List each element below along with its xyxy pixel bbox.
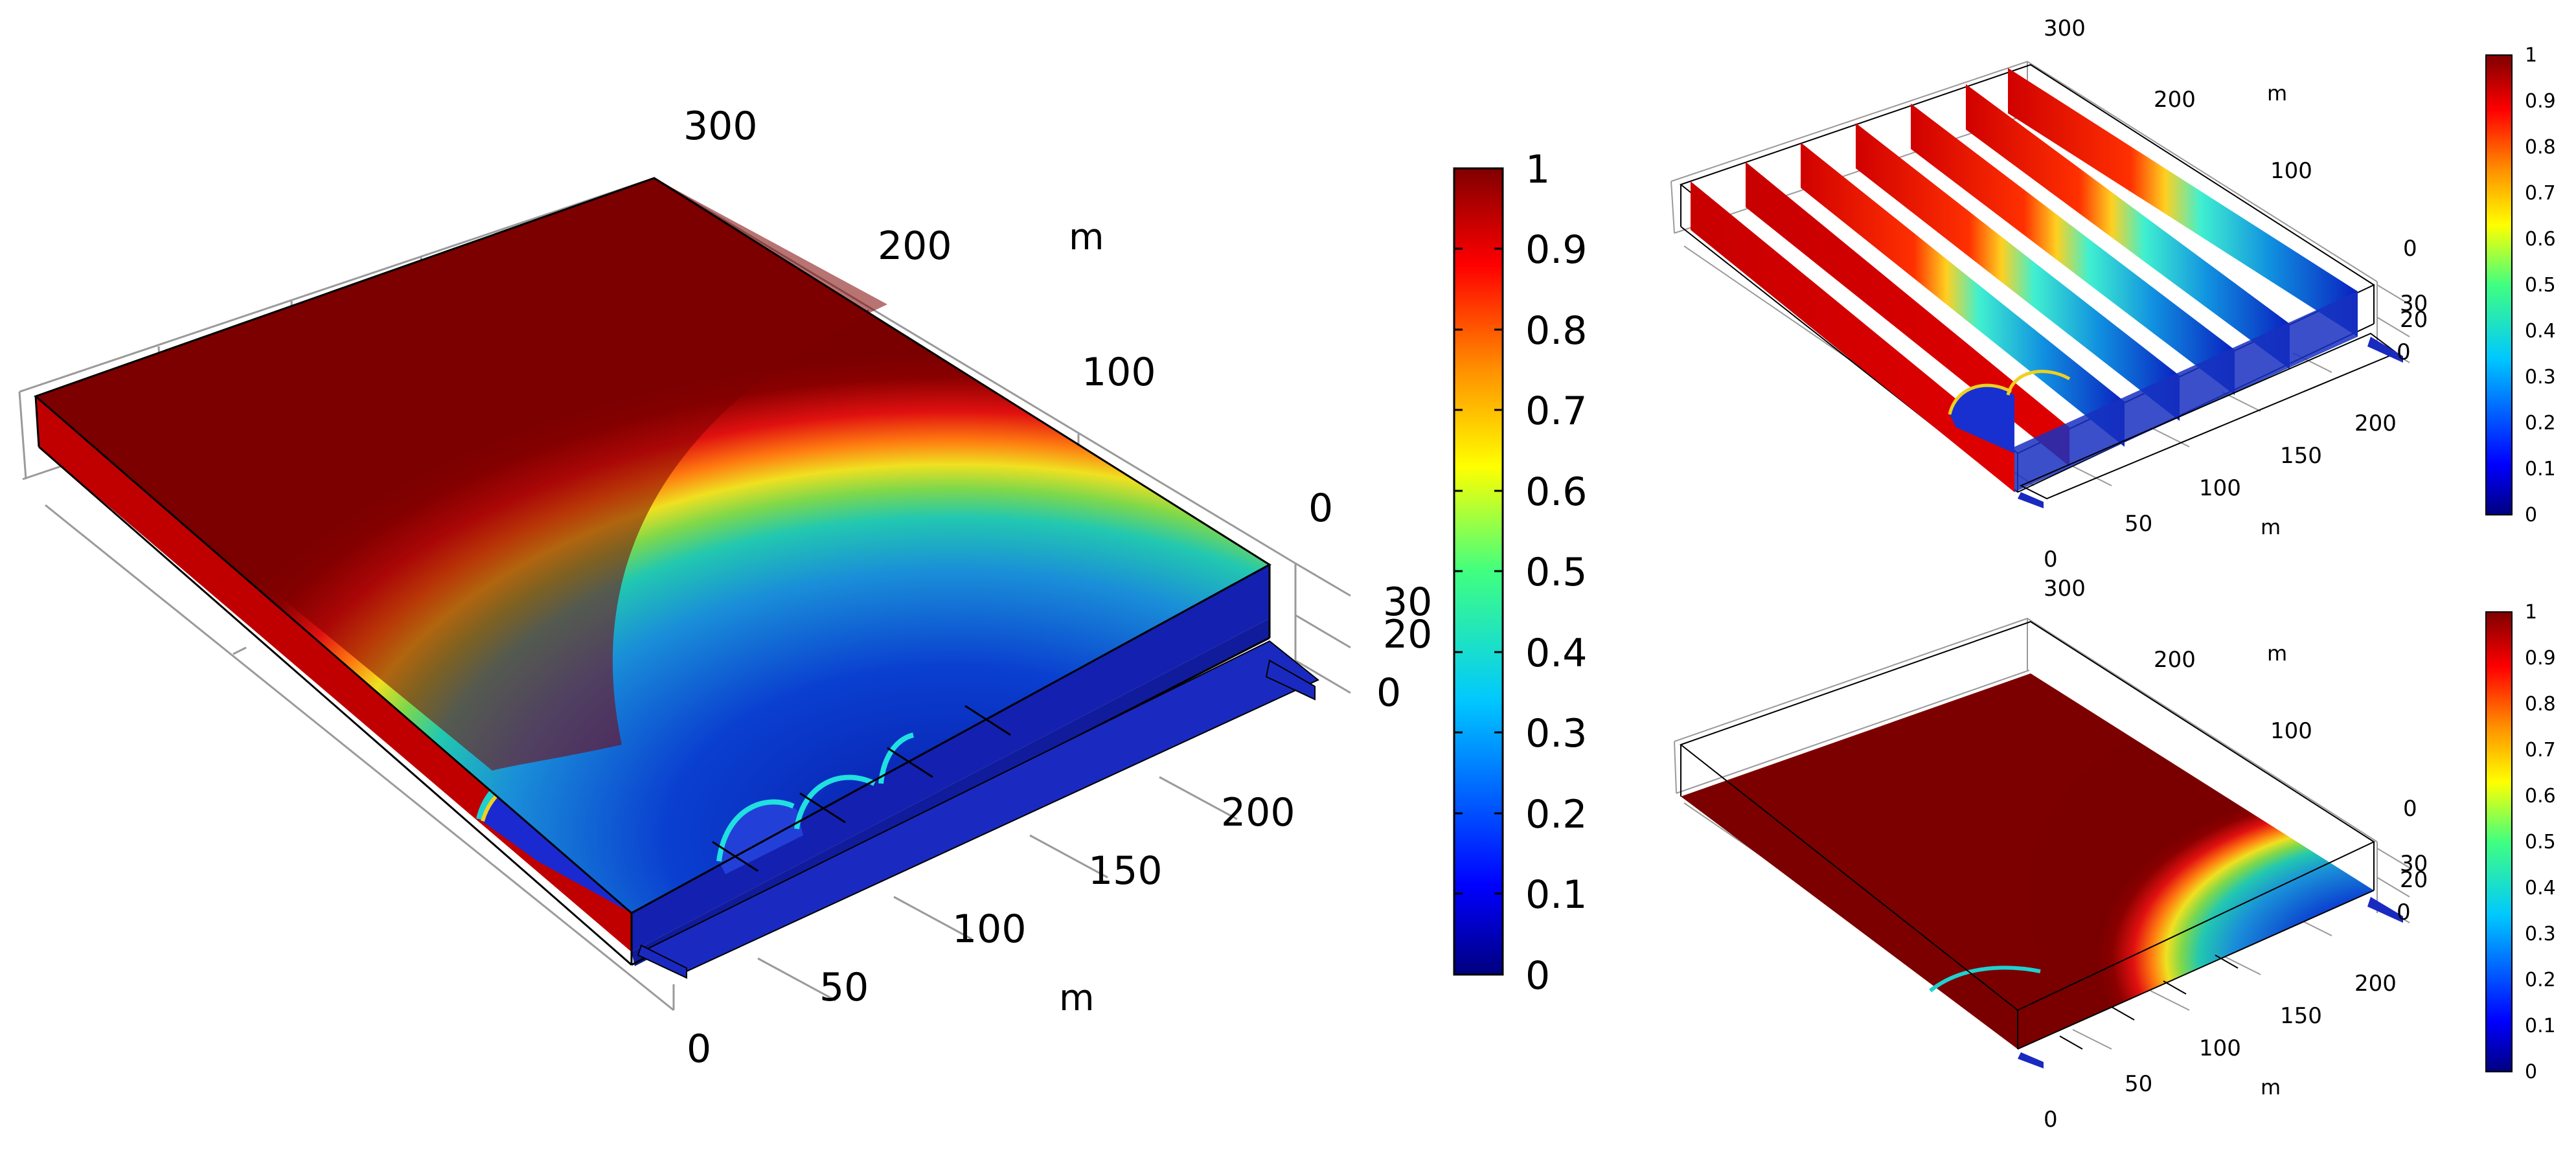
- main-unit-y: m: [1069, 216, 1104, 258]
- top-right-slices: [1691, 68, 2358, 492]
- br-cbar-label-0.6: 0.6: [2525, 785, 2556, 808]
- main-tick-x-200: 200: [1221, 790, 1295, 835]
- tr-tick-x-50: 50: [2125, 511, 2152, 537]
- main-tick-z-0: 0: [1376, 670, 1401, 716]
- br-cbar-label-0.8: 0.8: [2525, 693, 2556, 716]
- br-cbar-label-0.5: 0.5: [2525, 831, 2556, 853]
- tr-cbar-label-0.2: 0.2: [2525, 412, 2556, 435]
- bottom-right-axis-labels: 300 200 m 100 0 30 20 0 200 150 100 50 m…: [2044, 576, 2428, 1133]
- tr-cbar-label-0.3: 0.3: [2525, 366, 2556, 389]
- top-right-colorbar: 1 0.9 0.8 0.7 0.6 0.5 0.4 0.3 0.2 0.1 0: [2485, 44, 2556, 526]
- br-tick-y-100: 100: [2270, 718, 2312, 744]
- main-colorbar: 1 0.9 0.8 0.7 0.6 0.5 0.4 0.3 0.2 0.1 0: [1453, 147, 1587, 999]
- main-tick-y-100: 100: [1082, 350, 1156, 395]
- top-right-plot: 300 200 m 100 0 30 20 0 200 150 100 50 m…: [1670, 16, 2556, 572]
- main-tick-z-30: 30: [1383, 580, 1432, 625]
- tr-tick-x-150: 150: [2280, 443, 2322, 469]
- br-unit-x: m: [2261, 1075, 2281, 1100]
- tr-tick-z-20: 20: [2400, 307, 2428, 333]
- br-tick-x-0: 0: [2044, 1107, 2058, 1133]
- main-axis-labels: 300 200 m 100 0 30 20 0 200 150 100 50 m…: [683, 104, 1432, 1072]
- tr-tick-z-30: 30: [2400, 291, 2428, 317]
- br-tick-y-0: 0: [2403, 796, 2417, 822]
- tr-tick-y-300: 300: [2044, 16, 2086, 41]
- tr-tick-y-0: 0: [2403, 236, 2417, 262]
- main-cbar-label-0.9: 0.9: [1525, 227, 1587, 273]
- tr-tick-y-100: 100: [2270, 158, 2312, 184]
- br-cbar-label-0: 0: [2525, 1061, 2537, 1083]
- tr-cbar-label-0.7: 0.7: [2525, 182, 2556, 205]
- main-tick-z-20: 20: [1383, 612, 1432, 657]
- main-cbar-label-0.3: 0.3: [1525, 711, 1587, 756]
- bottom-right-plot: 300 200 m 100 0 30 20 0 200 150 100 50 m…: [1674, 576, 2556, 1133]
- tr-unit-y: m: [2267, 81, 2287, 106]
- tr-tick-z-0: 0: [2397, 339, 2411, 365]
- br-cbar-label-0.1: 0.1: [2525, 1015, 2556, 1037]
- main-plot: 300 200 m 100 0 30 20 0 200 150 100 50 m…: [18, 104, 1587, 1072]
- main-tick-y-200: 200: [878, 223, 952, 269]
- br-cbar-label-0.2: 0.2: [2525, 969, 2556, 991]
- tr-tick-x-0: 0: [2044, 547, 2058, 572]
- tr-cbar-label-0.5: 0.5: [2525, 274, 2556, 297]
- tr-cbar-label-0.1: 0.1: [2525, 458, 2556, 480]
- main-block-front-face: [632, 565, 1270, 952]
- tr-cbar-label-0.8: 0.8: [2525, 136, 2556, 159]
- main-cbar-label-0: 0: [1525, 953, 1550, 999]
- main-tick-y-0: 0: [1308, 486, 1333, 531]
- tr-cbar-label-1: 1: [2525, 44, 2537, 67]
- tr-unit-x: m: [2261, 515, 2281, 539]
- br-cbar-label-0.3: 0.3: [2525, 923, 2556, 945]
- main-cbar-label-0.6: 0.6: [1525, 469, 1587, 515]
- top-right-axis-labels: 300 200 m 100 0 30 20 0 200 150 100 50 m…: [2044, 16, 2428, 572]
- br-tick-z-30: 30: [2400, 851, 2428, 877]
- br-tick-x-150: 150: [2280, 1003, 2322, 1029]
- tr-cbar-label-0: 0: [2525, 504, 2537, 526]
- br-tick-x-100: 100: [2199, 1035, 2241, 1061]
- tr-cbar-label-0.6: 0.6: [2525, 228, 2556, 251]
- main-cbar-label-1: 1: [1525, 147, 1550, 192]
- main-cbar-label-0.1: 0.1: [1525, 872, 1587, 918]
- main-unit-x: m: [1059, 977, 1095, 1019]
- main-tick-y-300: 300: [683, 104, 758, 149]
- br-cbar-label-1: 1: [2525, 601, 2537, 624]
- main-tick-x-150: 150: [1088, 848, 1163, 894]
- tr-tick-y-200: 200: [2154, 87, 2196, 113]
- main-cbar-label-0.8: 0.8: [1525, 308, 1587, 354]
- br-cbar-label-0.7: 0.7: [2525, 739, 2556, 762]
- main-cbar-label-0.7: 0.7: [1525, 389, 1587, 434]
- br-tick-y-200: 200: [2154, 647, 2196, 673]
- tr-tick-x-200: 200: [2354, 411, 2397, 436]
- main-cbar-label-0.4: 0.4: [1525, 631, 1587, 676]
- main-colorbar-ticks: [1454, 167, 1503, 895]
- main-cbar-label-0.2: 0.2: [1525, 792, 1587, 837]
- br-tick-x-200: 200: [2354, 971, 2397, 997]
- br-unit-y: m: [2267, 641, 2287, 666]
- main-tick-x-50: 50: [819, 965, 869, 1010]
- br-tick-z-20: 20: [2400, 867, 2428, 893]
- tr-cbar-label-0.4: 0.4: [2525, 320, 2556, 343]
- tr-tick-x-100: 100: [2199, 475, 2241, 501]
- br-tick-y-300: 300: [2044, 576, 2086, 602]
- br-cbar-label-0.4: 0.4: [2525, 877, 2556, 899]
- main-cbar-label-0.5: 0.5: [1525, 550, 1587, 595]
- br-cbar-label-0.9: 0.9: [2525, 647, 2556, 670]
- main-tick-x-0: 0: [687, 1026, 711, 1072]
- tr-cbar-label-0.9: 0.9: [2525, 90, 2556, 113]
- main-tick-x-100: 100: [952, 907, 1027, 952]
- bottom-right-colorbar: 1 0.9 0.8 0.7 0.6 0.5 0.4 0.3 0.2 0.1 0: [2485, 601, 2556, 1083]
- br-tick-x-50: 50: [2125, 1071, 2152, 1097]
- br-tick-z-0: 0: [2397, 899, 2411, 925]
